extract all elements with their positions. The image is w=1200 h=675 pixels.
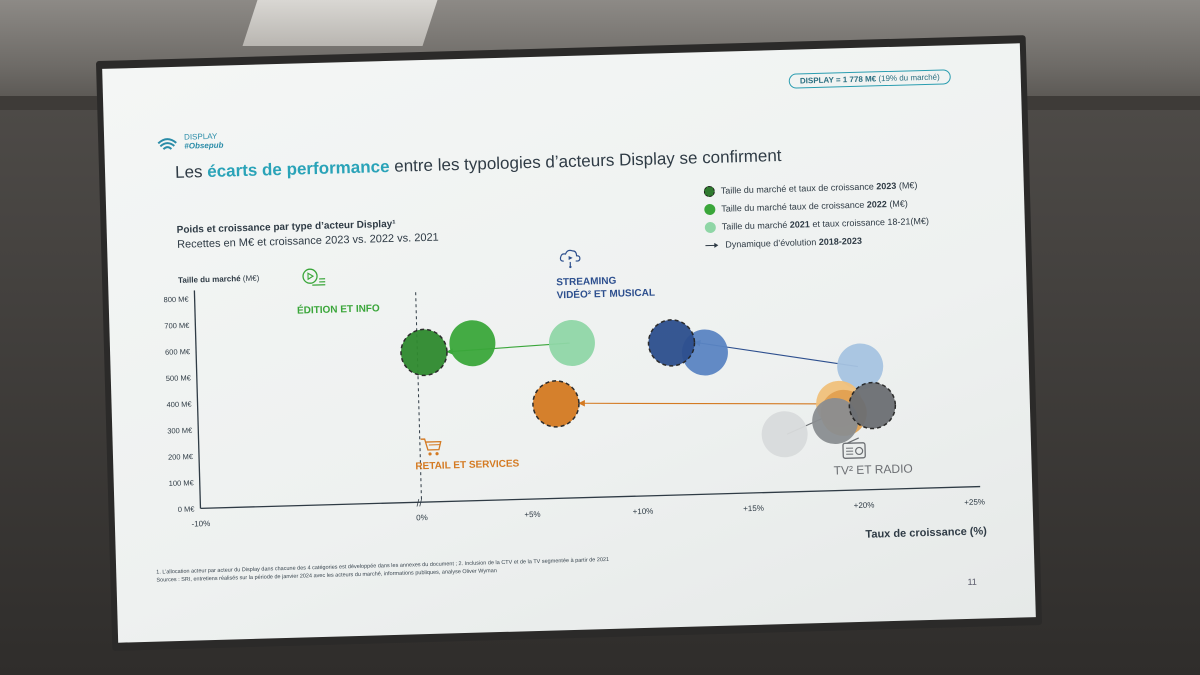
shopping-cart-icon xyxy=(420,438,442,456)
x-axis-break: // xyxy=(416,498,422,509)
category-label-edition: ÉDITION ET INFO xyxy=(296,303,380,317)
projection-screen: DISPLAY #Obsepub DISPLAY = 1 778 M€ (19%… xyxy=(102,43,1036,643)
play-list-icon xyxy=(302,268,326,286)
category-label-tv-radio: TV² ET RADIO xyxy=(833,461,913,478)
slide: DISPLAY #Obsepub DISPLAY = 1 778 M€ (19%… xyxy=(102,43,1036,642)
chart-bubbles xyxy=(400,319,897,458)
zero-reference-line xyxy=(415,292,423,503)
y-tick-label: 300 M€ xyxy=(167,426,193,436)
evolution-arrow xyxy=(578,399,837,407)
y-tick-label: 800 M€ xyxy=(163,295,189,305)
bubble-2023 xyxy=(532,380,580,428)
bubble-2021 xyxy=(837,343,884,390)
chart-legend: Taille du marché et taux de croissance 2… xyxy=(703,176,930,254)
ceiling-light-panel xyxy=(242,0,438,46)
obsepub-logo-icon xyxy=(157,138,177,150)
bubble-2022 xyxy=(812,398,859,445)
x-tick-label: +25% xyxy=(964,497,985,507)
y-tick-label: 100 M€ xyxy=(169,478,195,488)
logo: DISPLAY #Obsepub xyxy=(156,132,224,152)
x-tick-label: 0% xyxy=(416,513,428,522)
radio-icon xyxy=(842,437,866,459)
x-tick-label: +20% xyxy=(854,501,875,511)
bubble-2021 xyxy=(761,411,808,458)
category-label-streaming: STREAMING VIDÉO² ET MUSICAL xyxy=(556,275,656,302)
x-tick-label: +5% xyxy=(524,510,540,519)
y-tick-label: 500 M€ xyxy=(166,373,192,383)
x-axis-title: Taux de croissance (%) xyxy=(865,525,987,540)
cloud-play-icon xyxy=(559,249,581,269)
y-tick-label: 600 M€ xyxy=(165,347,191,357)
x-tick-label: +15% xyxy=(743,504,764,514)
bubble-2023 xyxy=(647,319,696,367)
bubble-2023 xyxy=(400,328,448,377)
legend-item-dynamic: Dynamique d’évolution 2018-2023 xyxy=(705,230,930,254)
y-tick-label: 200 M€ xyxy=(168,452,194,462)
category-icons xyxy=(302,249,866,459)
y-tick-label: 0 M€ xyxy=(178,505,196,514)
y-tick-label: 400 M€ xyxy=(166,400,192,410)
x-axis-line xyxy=(200,485,981,510)
x-tick-label: -10% xyxy=(191,519,210,529)
y-axis-line xyxy=(193,290,202,509)
bubble-2021 xyxy=(548,320,595,367)
chart-axes: // 0 M€ 100 M€ 200 M€ 300 M€ 400 M€ 500 M€ 600 … xyxy=(163,290,987,541)
y-tick-label: 700 M€ xyxy=(164,321,190,331)
bubble-2022 xyxy=(449,320,496,367)
bubble-chart: // 0 M€ 100 M€ 200 M€ 300 M€ 400 M€ 500 M€ 600 … xyxy=(163,249,987,541)
legend-arrow-icon xyxy=(705,242,719,248)
page-number: 11 xyxy=(967,576,977,587)
bubble-2023 xyxy=(848,381,897,430)
x-tick-label: +10% xyxy=(633,507,654,517)
